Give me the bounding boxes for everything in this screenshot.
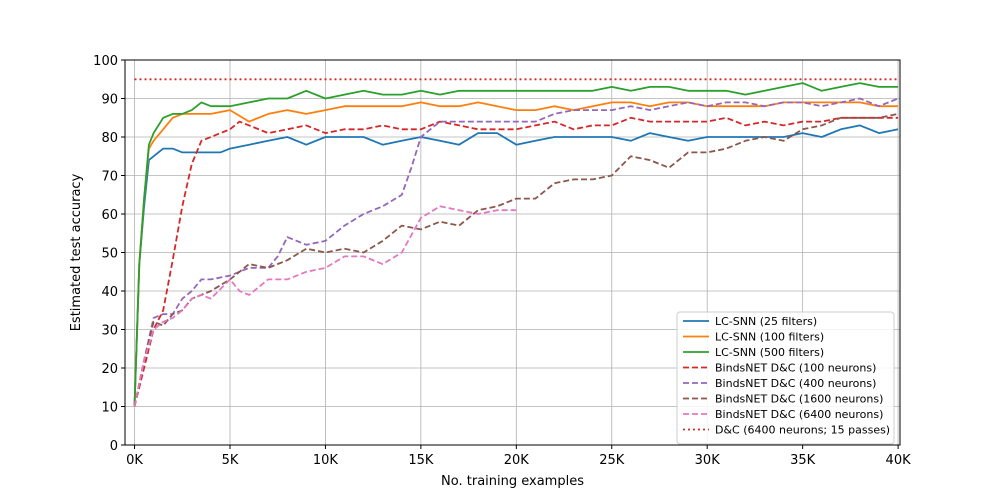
axis-ticks: 0K 5K 10K 15K 20K 25K 30K 35K 40K 0 10 20 30 40 50 60 70…	[93, 54, 911, 468]
series-line-3	[133, 116, 899, 407]
y-tick-label: 60	[101, 208, 118, 223]
plot-series-group	[133, 78, 899, 407]
x-tick-label: 35K	[790, 453, 816, 468]
y-axis-label: Estimated test accuracy	[69, 173, 84, 331]
y-tick-label: 30	[101, 324, 118, 339]
x-tick-label: 0K	[126, 453, 143, 468]
y-tick-label: 80	[101, 131, 118, 146]
x-axis-label: No. training examples	[441, 474, 584, 489]
legend-label-5: BindsNET D&C (1600 neurons)	[715, 393, 883, 406]
y-tick-label: 10	[101, 401, 118, 416]
x-tick-label: 5K	[222, 453, 239, 468]
x-tick-label: 20K	[504, 453, 530, 468]
x-tick-label: 25K	[599, 453, 625, 468]
legend-label-7: D&C (6400 neurons; 15 passes)	[715, 424, 890, 437]
series-line-5	[133, 113, 899, 407]
legend-label-2: LC-SNN (500 filters)	[715, 346, 824, 359]
y-tick-label: 0	[110, 439, 118, 454]
y-tick-label: 100	[93, 54, 118, 69]
legend-label-4: BindsNET D&C (400 neurons)	[715, 377, 876, 390]
y-tick-label: 20	[101, 362, 118, 377]
x-tick-label: 30K	[695, 453, 721, 468]
x-tick-label: 10K	[313, 453, 339, 468]
legend: LC-SNN (25 filters) LC-SNN (100 filters) L…	[676, 311, 895, 445]
x-tick-label: 15K	[408, 453, 434, 468]
legend-label-3: BindsNET D&C (100 neurons)	[715, 362, 876, 375]
series-line-1	[133, 101, 899, 407]
y-tick-label: 50	[101, 247, 118, 262]
legend-label-0: LC-SNN (25 filters)	[715, 315, 817, 328]
series-line-2	[133, 82, 899, 407]
legend-box	[676, 311, 895, 445]
x-tick-label: 40K	[886, 453, 912, 468]
y-tick-label: 70	[101, 170, 118, 185]
legend-label-6: BindsNET D&C (6400 neurons)	[715, 408, 883, 421]
series-line-0	[133, 124, 899, 407]
y-tick-label: 40	[101, 285, 118, 300]
y-tick-label: 90	[101, 93, 118, 108]
legend-label-1: LC-SNN (100 filters)	[715, 331, 824, 344]
series-line-4	[133, 97, 899, 407]
series-line-6	[133, 205, 517, 407]
